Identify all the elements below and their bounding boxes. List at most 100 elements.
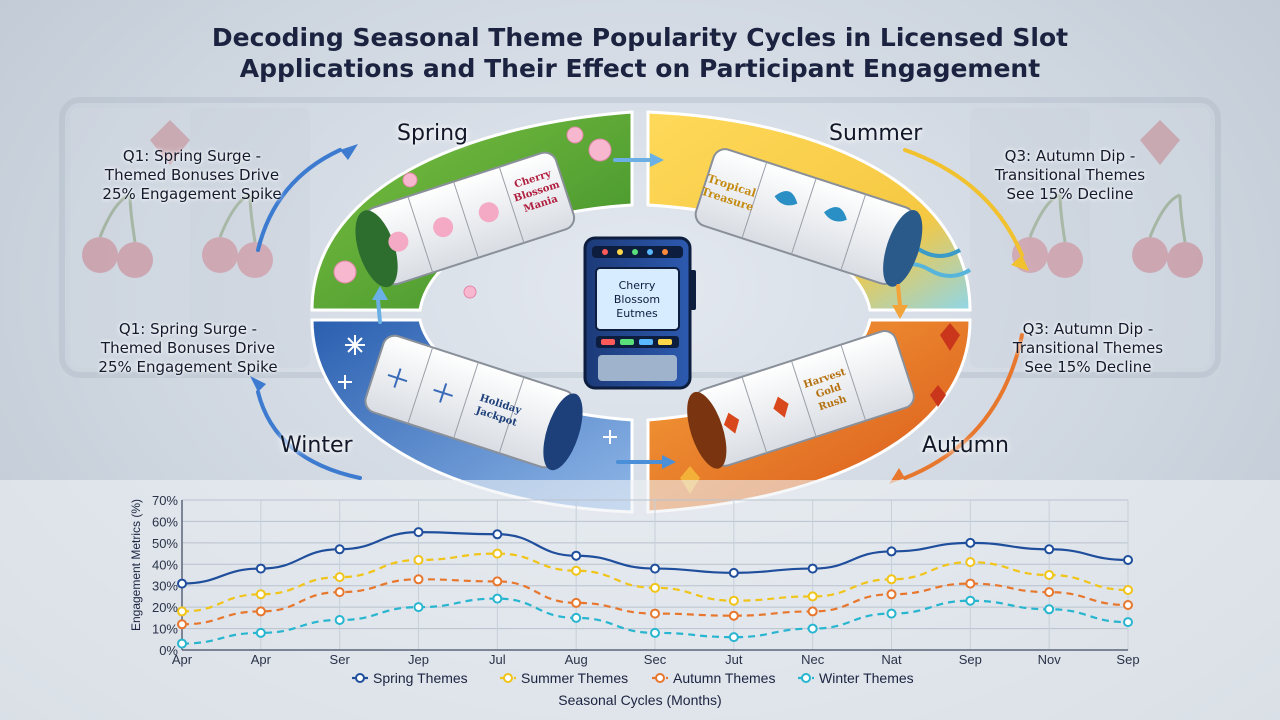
data-point: [334, 587, 345, 598]
x-tick-label: Jul: [489, 652, 506, 667]
data-point: [1123, 585, 1133, 595]
data-point: [255, 606, 266, 617]
y-axis-label: Engagement Metrics (%): [129, 499, 143, 631]
y-tick-label: 40%: [152, 557, 178, 572]
note-line: See 15% Decline: [1006, 185, 1134, 203]
x-tick-label: Ser: [330, 652, 351, 667]
y-tick-label: 70%: [152, 493, 178, 508]
data-point: [492, 576, 503, 587]
data-point: [1044, 587, 1055, 598]
data-point: [965, 578, 976, 589]
data-point: [807, 563, 818, 574]
data-point: [650, 582, 660, 593]
data-point: [650, 608, 660, 619]
machine-screen-line-3: Eutmes: [616, 307, 658, 320]
data-point: [334, 572, 345, 583]
data-point: [413, 574, 424, 585]
data-point: [492, 529, 503, 540]
title-line-1: Decoding Seasonal Theme Popularity Cycle…: [211, 23, 1069, 52]
data-point: [492, 593, 503, 604]
data-point: [1044, 604, 1055, 615]
legend-label: Spring Themes: [373, 670, 468, 686]
note-line: 25% Engagement Spike: [102, 185, 282, 203]
y-tick-label: 60%: [152, 514, 178, 529]
legend-swatch-marker: [355, 673, 365, 683]
annotation-autumn-dip-top: Q3: Autumn Dip - Transitional Themes See…: [960, 147, 1180, 204]
legend-label: Summer Themes: [521, 670, 628, 686]
data-point: [965, 595, 976, 606]
x-axis-ticks: Apr Apr Ser Jep Jul Aug Sec Jut Nec Nat Sep Nov Sep: [172, 652, 1140, 667]
data-point: [1044, 570, 1055, 580]
note-line: Q1: Spring Surge -: [122, 147, 262, 165]
data-point: [1044, 544, 1055, 555]
data-point: [255, 563, 266, 574]
y-tick-label: 10%: [152, 622, 178, 637]
season-label-spring: Spring: [397, 121, 468, 146]
data-point: [807, 591, 818, 602]
data-point: [413, 555, 424, 565]
data-point: [334, 615, 345, 625]
x-tick-label: Sep: [1116, 652, 1139, 667]
note-line: Transitional Themes: [1012, 339, 1164, 357]
data-point: [886, 546, 897, 557]
x-tick-label: Apr: [172, 652, 193, 667]
x-axis-label: Seasonal Cycles (Months): [558, 692, 721, 708]
data-point: [255, 589, 266, 600]
data-point: [413, 527, 424, 538]
data-point: [571, 612, 582, 623]
legend-label: Autumn Themes: [673, 670, 775, 686]
annotation-autumn-dip-bottom: Q3: Autumn Dip - Transitional Themes See…: [978, 320, 1198, 377]
data-point: [177, 638, 187, 649]
note-line: Themed Bonuses Drive: [100, 339, 276, 357]
note-line: Q3: Autumn Dip -: [1004, 147, 1136, 165]
x-tick-label: Nat: [881, 652, 902, 667]
winter-reel: Holiday Jackpot: [364, 334, 583, 471]
autumn-reel: Harvest Gold Rush: [687, 330, 915, 469]
data-point: [413, 602, 424, 613]
data-point: [255, 627, 266, 638]
data-point: [650, 563, 660, 574]
x-tick-label: Nov: [1038, 652, 1062, 667]
y-tick-label: 0%: [159, 643, 178, 658]
spring-reel: Cherry Blossom Mania: [355, 151, 576, 288]
season-label-winter: Winter: [280, 433, 353, 458]
data-point: [1123, 600, 1133, 610]
background-reels: [59, 97, 1221, 378]
y-tick-label: 20%: [152, 600, 178, 615]
summer-reel: Tropical Treasure: [694, 148, 923, 287]
data-point: [177, 606, 187, 617]
note-line: See 15% Decline: [1024, 358, 1152, 376]
note-line: Themed Bonuses Drive: [104, 166, 280, 184]
machine-screen-line-1: Cherry: [619, 279, 656, 292]
cycle-arrows: [256, 148, 1024, 480]
data-point: [728, 567, 739, 578]
slot-machine: Cherry Blossom Eutmes: [583, 236, 696, 390]
data-point: [728, 610, 739, 621]
data-point: [571, 597, 582, 608]
x-tick-label: Nec: [801, 652, 825, 667]
x-tick-label: Sep: [959, 652, 982, 667]
x-tick-label: Sec: [644, 652, 667, 667]
engagement-line-chart: 0%10%20%30%40%50%60%70% Apr Apr Ser Jep Jul A…: [0, 480, 1280, 720]
data-point: [650, 627, 660, 638]
data-point: [886, 589, 897, 600]
note-line: Q3: Autumn Dip -: [1022, 320, 1154, 338]
y-tick-label: 50%: [152, 536, 178, 551]
y-tick-label: 30%: [152, 579, 178, 594]
note-line: Transitional Themes: [994, 166, 1146, 184]
data-point: [492, 548, 503, 559]
data-point: [1123, 617, 1133, 628]
data-point: [1123, 555, 1133, 565]
season-label-summer: Summer: [829, 121, 923, 146]
annotation-spring-surge-bottom: Q1: Spring Surge - Themed Bonuses Drive …: [78, 320, 298, 377]
data-point: [807, 623, 818, 634]
x-tick-label: Aug: [565, 652, 588, 667]
note-line: Q1: Spring Surge -: [118, 320, 258, 338]
chart-series: [177, 527, 1133, 649]
x-tick-label: Jut: [725, 652, 743, 667]
data-point: [965, 557, 976, 568]
data-point: [728, 632, 739, 643]
data-point: [886, 608, 897, 619]
legend-swatch-marker: [655, 673, 665, 683]
data-point: [886, 574, 897, 585]
